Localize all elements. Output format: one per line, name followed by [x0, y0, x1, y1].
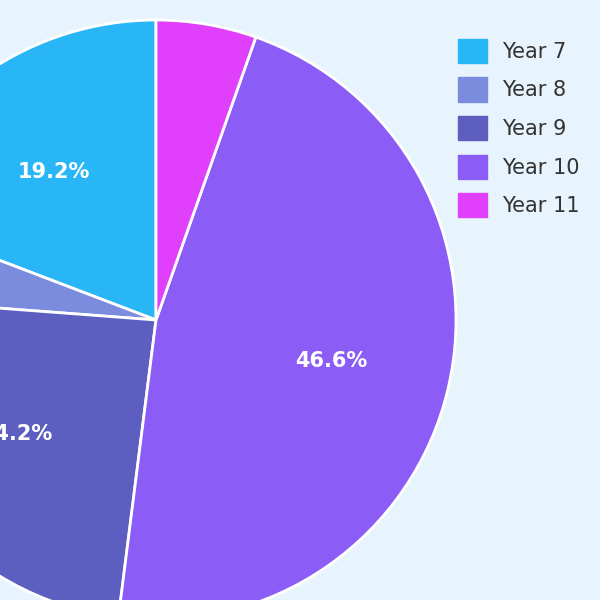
Text: 46.6%: 46.6% — [295, 352, 367, 371]
Wedge shape — [0, 213, 156, 320]
Text: 24.2%: 24.2% — [0, 424, 53, 444]
Wedge shape — [118, 37, 456, 600]
Wedge shape — [0, 20, 156, 320]
Legend: Year 7, Year 8, Year 9, Year 10, Year 11: Year 7, Year 8, Year 9, Year 10, Year 11 — [448, 28, 590, 228]
Wedge shape — [156, 20, 256, 320]
Wedge shape — [0, 298, 156, 600]
Text: 19.2%: 19.2% — [18, 162, 90, 182]
